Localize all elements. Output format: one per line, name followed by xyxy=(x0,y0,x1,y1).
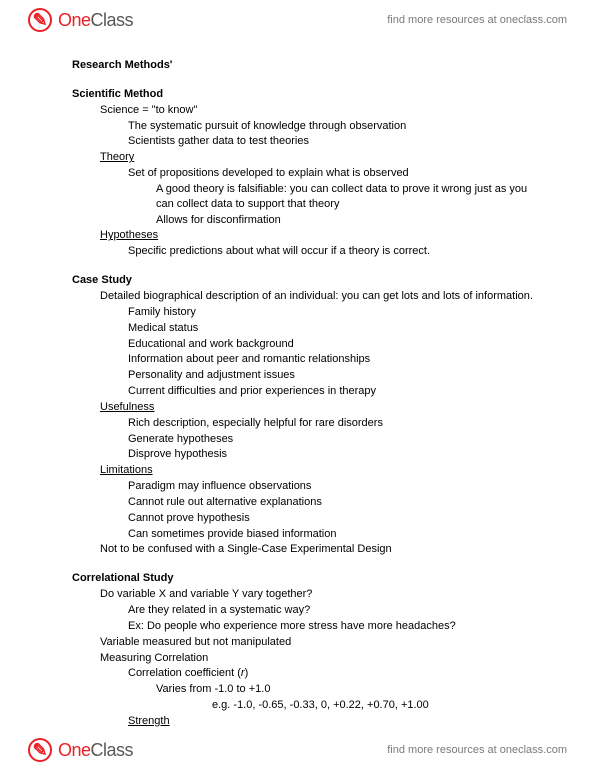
outline-line: A good theory is falsifiable: you can co… xyxy=(72,182,543,212)
brand-one: One xyxy=(58,10,91,30)
outline-line: Are they related in a systematic way? xyxy=(72,603,543,618)
outline-line: Cannot rule out alternative explanations xyxy=(72,495,543,510)
pencil-circle-icon: ✎ xyxy=(28,738,52,762)
brand-one: One xyxy=(58,740,91,760)
outline-line: Information about peer and romantic rela… xyxy=(72,352,543,367)
outline-line: Ex: Do people who experience more stress… xyxy=(72,619,543,634)
outline-line: Measuring Correlation xyxy=(72,651,543,666)
outline-line: Do variable X and variable Y vary togeth… xyxy=(72,587,543,602)
outline-line: Can sometimes provide biased information xyxy=(72,527,543,542)
outline-line: The systematic pursuit of knowledge thro… xyxy=(72,119,543,134)
outline-line: Educational and work background xyxy=(72,337,543,352)
outline-line: Cannot prove hypothesis xyxy=(72,511,543,526)
outline-line: Usefulness xyxy=(72,400,543,415)
outline-line: Current difficulties and prior experienc… xyxy=(72,384,543,399)
outline-line: Varies from -1.0 to +1.0 xyxy=(72,682,543,697)
outline-line: Science = "to know" xyxy=(72,103,543,118)
brand-name-footer: OneClass xyxy=(58,740,133,761)
brand-class: Class xyxy=(91,740,134,760)
outline-line: Theory xyxy=(72,150,543,165)
page-header: ✎ OneClass find more resources at onecla… xyxy=(0,0,595,40)
outline-line: Hypotheses xyxy=(72,228,543,243)
outline-line: Rich description, especially helpful for… xyxy=(72,416,543,431)
outline-line: Not to be confused with a Single-Case Ex… xyxy=(72,542,543,557)
brand-logo-footer: ✎ OneClass xyxy=(28,738,133,762)
outline-line: Scientists gather data to test theories xyxy=(72,134,543,149)
outline-line: Detailed biographical description of an … xyxy=(72,289,543,304)
outline-line: Correlation coefficient (r) xyxy=(72,666,543,681)
outline-line: Strength xyxy=(72,714,543,729)
outline-line: Limitations xyxy=(72,463,543,478)
section-heading: Scientific Method xyxy=(72,87,543,102)
outline-line: Medical status xyxy=(72,321,543,336)
brand-name: OneClass xyxy=(58,10,133,31)
outline-line: Specific predictions about what will occ… xyxy=(72,244,543,259)
brand-class: Class xyxy=(91,10,134,30)
section-heading: Correlational Study xyxy=(72,571,543,586)
sections-container: Scientific MethodScience = "to know"The … xyxy=(72,87,543,729)
footer-tagline: find more resources at oneclass.com xyxy=(387,744,567,756)
outline-line: Allows for disconfirmation xyxy=(72,213,543,228)
outline-line: Family history xyxy=(72,305,543,320)
pencil-circle-icon: ✎ xyxy=(28,8,52,32)
outline-line: Personality and adjustment issues xyxy=(72,368,543,383)
outline-line: e.g. -1.0, -0.65, -0.33, 0, +0.22, +0.70… xyxy=(72,698,543,713)
outline-line: Variable measured but not manipulated xyxy=(72,635,543,650)
outline-line: Set of propositions developed to explain… xyxy=(72,166,543,181)
section-heading: Case Study xyxy=(72,273,543,288)
outline-line: Generate hypotheses xyxy=(72,432,543,447)
page-footer: ✎ OneClass find more resources at onecla… xyxy=(0,730,595,770)
outline-line: Paradigm may influence observations xyxy=(72,479,543,494)
document-body: Research Methods' Scientific MethodScien… xyxy=(72,58,543,730)
header-tagline: find more resources at oneclass.com xyxy=(387,14,567,26)
outline-line: Disprove hypothesis xyxy=(72,447,543,462)
brand-logo: ✎ OneClass xyxy=(28,8,133,32)
doc-title: Research Methods' xyxy=(72,58,543,73)
